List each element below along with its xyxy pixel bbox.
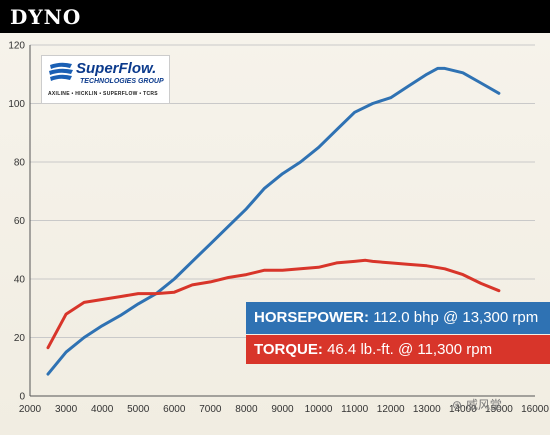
legend-torque: TORQUE: 46.4 lb.-ft. @ 11,300 rpm	[246, 335, 550, 364]
y-tick-label: 100	[8, 99, 25, 110]
x-tick-label: 5000	[127, 404, 150, 415]
superflow-logo: SuperFlow. TECHNOLOGIES GROUP AXILINE • …	[41, 55, 170, 104]
x-tick-label: 15000	[485, 404, 513, 415]
x-tick-label: 10000	[305, 404, 333, 415]
legend-horsepower-name: HORSEPOWER:	[254, 309, 370, 326]
x-tick-labels: 2000 3000 4000 5000 6000 7000 8000 9000 10000 110…	[19, 404, 549, 415]
legend-horsepower-value: 112.0 bhp @ 13,300 rpm	[373, 309, 539, 326]
x-tick-label: 7000	[199, 404, 222, 415]
page-title: DYNO	[10, 5, 82, 29]
series-line-horsepower	[46, 66, 501, 376]
y-tick-label: 120	[8, 41, 25, 52]
x-tick-label: 14000	[449, 404, 477, 415]
series-layer	[46, 66, 501, 376]
grid-lines	[29, 44, 535, 397]
legend-torque-name: TORQUE:	[254, 341, 323, 358]
legend-horsepower: HORSEPOWER: 112.0 bhp @ 13,300 rpm	[246, 302, 550, 334]
x-tick-label: 2000	[19, 404, 42, 415]
logo-brand: SuperFlow.	[76, 60, 157, 77]
x-tick-label: 13000	[413, 404, 441, 415]
x-tick-label: 6000	[163, 404, 186, 415]
x-tick-label: 9000	[271, 404, 294, 415]
x-tick-label: 4000	[91, 404, 114, 415]
y-tick-label: 0	[19, 392, 25, 403]
x-tick-label: 3000	[55, 404, 78, 415]
x-tick-label: 8000	[235, 404, 258, 415]
series-line-torque	[46, 258, 501, 350]
x-tick-label: 12000	[377, 404, 405, 415]
logo-subtitle: TECHNOLOGIES GROUP	[80, 78, 164, 85]
superflow-swoosh-icon	[49, 62, 73, 81]
y-tick-labels: 0 20 40 60 80 100 120	[8, 41, 25, 403]
logo-brands-line: AXILINE • HICKLIN • SUPERFLOW • TCRS	[48, 91, 158, 97]
y-tick-label: 80	[14, 158, 26, 169]
watermark: ⊛ 威风堂	[452, 398, 502, 412]
y-tick-label: 20	[14, 333, 26, 344]
header-bar: DYNO	[0, 0, 550, 33]
y-tick-label: 40	[14, 275, 26, 286]
x-tick-label: 11000	[341, 404, 369, 415]
y-tick-label: 60	[14, 216, 26, 227]
x-tick-label: 16000	[521, 404, 549, 415]
legend-torque-value: 46.4 lb.-ft. @ 11,300 rpm	[327, 341, 493, 358]
